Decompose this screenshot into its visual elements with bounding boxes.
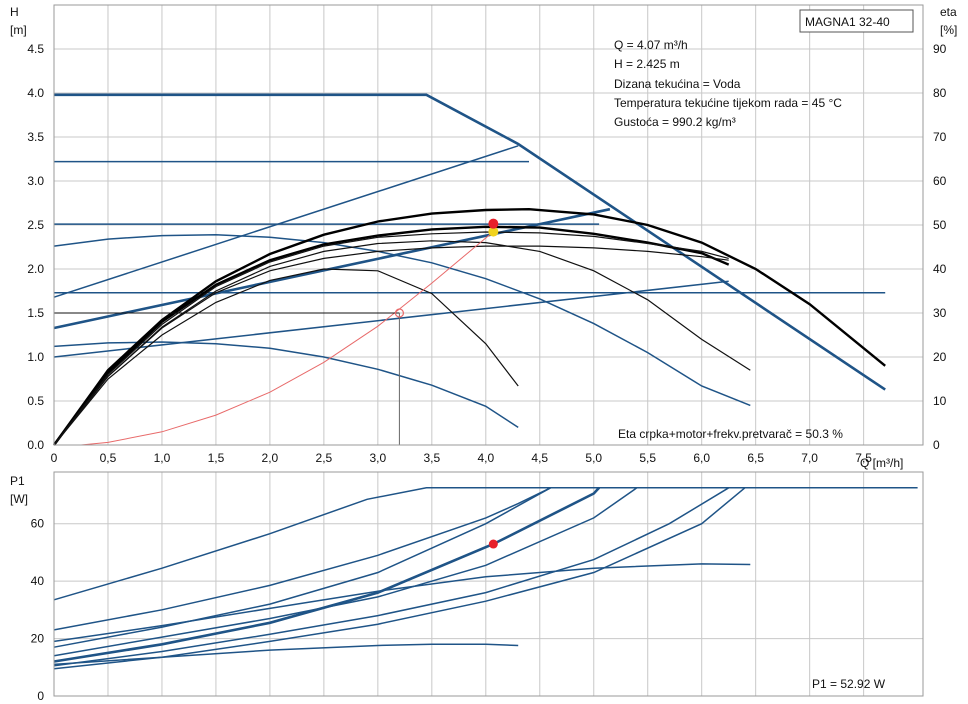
- power-curve-1: [53, 487, 551, 631]
- eta-curve-14: [53, 231, 729, 446]
- head-y-label-1: H: [10, 5, 19, 19]
- head-y-tick-label: 3.0: [27, 174, 44, 188]
- pump-label: MAGNA1 32-40: [805, 15, 890, 29]
- x-tick-label: 6,5: [747, 451, 764, 465]
- power-y-label-1: P1: [10, 474, 25, 488]
- power-text: P1 = 52.92 W: [812, 677, 886, 691]
- head-speed-curve-7: [53, 233, 751, 407]
- eta-y-label-1: eta: [940, 5, 957, 19]
- x-tick-label: 2,0: [262, 451, 279, 465]
- eta-y-tick-label: 60: [933, 174, 947, 188]
- eta-y-tick-label: 10: [933, 394, 947, 408]
- head-markers: [394, 218, 499, 318]
- efficiency-text: Eta crpka+motor+frekv.pretvarač = 50.3 %: [618, 427, 843, 441]
- power-ticks: 0 20 40 60: [31, 517, 45, 703]
- head-max-curve-0: [54, 93, 886, 391]
- head-pp-curve-6: [53, 280, 729, 358]
- power-curve-3: [53, 486, 601, 663]
- eta-y-tick-label: 90: [933, 42, 947, 56]
- head-speed-curve-8: [53, 341, 519, 429]
- eta-y-tick-label: 50: [933, 218, 947, 232]
- x-tick-label: 0,5: [100, 451, 117, 465]
- head-y-tick-label: 4.0: [27, 86, 44, 100]
- power-series: [53, 486, 918, 670]
- info-line-temperature: Temperatura tekućine tijekom rada = 45 °…: [614, 96, 842, 110]
- head-y-tick-label: 0.5: [27, 394, 44, 408]
- head-y-tick-label: 3.5: [27, 130, 44, 144]
- head-grid: [53, 5, 923, 446]
- x-tick-label: 5,5: [639, 451, 656, 465]
- eta-curve-13: [53, 268, 519, 446]
- power-curve-7: [53, 563, 751, 643]
- head-panel: 0 0,5 1,0 1,5 2,0 2,5 3,0 3,5 4,0 4,5 5,0 5,5 6,0 6,5…: [10, 4, 957, 470]
- head-y-tick-label: 2.0: [27, 262, 44, 276]
- eta-curve-11: [53, 240, 751, 446]
- head-frame: [53, 4, 924, 446]
- head-y-tick-label: 1.5: [27, 306, 44, 320]
- power-curve-2: [53, 487, 551, 648]
- power-min-curve-8: [53, 643, 519, 666]
- head-pp-curve-5: [53, 207, 611, 330]
- head-pp-curve-4: [53, 145, 519, 298]
- head-y-tick-label: 2.5: [27, 218, 44, 232]
- eta-y-tick-label: 80: [933, 86, 947, 100]
- x-tick-label: 3,0: [370, 451, 387, 465]
- x-tick-label: 7,0: [801, 451, 818, 465]
- eta-curve-9: [53, 207, 886, 446]
- power-y-tick-label: 0: [37, 689, 44, 703]
- power-frame: [53, 471, 924, 697]
- power-y-tick-label: 40: [31, 574, 45, 588]
- power-markers: [488, 539, 498, 549]
- eta-curve-12: [53, 245, 729, 446]
- power-curve-6: [53, 487, 746, 670]
- power-y-label-2: [W]: [10, 492, 28, 506]
- x-tick-label: 3,5: [423, 451, 440, 465]
- eta-y-tick-label: 30: [933, 306, 947, 320]
- eta-y-tick-label: 0: [933, 438, 940, 452]
- eta-y-tick-label: 70: [933, 130, 947, 144]
- x-tick-label: 6,0: [693, 451, 710, 465]
- power-y-tick-label: 60: [31, 517, 45, 531]
- head-y-tick-label: 0.0: [27, 438, 44, 452]
- head-y-label-2: [m]: [10, 23, 27, 37]
- power-curve-4: [53, 487, 638, 657]
- power-grid: [53, 472, 923, 697]
- system-curve-15: [80, 231, 494, 446]
- eta-y-label-2: [%]: [940, 23, 957, 37]
- x-tick-label: 4,0: [477, 451, 494, 465]
- head-y-tick-label: 1.0: [27, 350, 44, 364]
- eta-point-marker: [488, 218, 499, 229]
- info-line-flow: Q = 4.07 m³/h: [614, 38, 688, 52]
- x-tick-label: 7,5: [855, 451, 872, 465]
- x-axis-label: Q [m³/h]: [860, 456, 903, 470]
- x-tick-label: 5,0: [585, 451, 602, 465]
- power-curve-5: [53, 487, 730, 667]
- info-line-density: Gustoća = 990.2 kg/m³: [614, 115, 736, 129]
- info-line-fluid: Dizana tekućina = Voda: [614, 77, 741, 91]
- power-point-marker: [488, 539, 498, 549]
- power-max-curve-0: [53, 487, 918, 601]
- duty-point-marker: [488, 226, 499, 237]
- open-circle-marker: [394, 308, 405, 318]
- eta-curve-10: [53, 225, 730, 446]
- head-ticks: 0 0,5 1,0 1,5 2,0 2,5 3,0 3,5 4,0 4,5 5,0 5,5 6,0 6,5…: [27, 42, 946, 465]
- x-tick-label: 1,5: [208, 451, 225, 465]
- eta-y-tick-label: 20: [933, 350, 947, 364]
- x-tick-label: 4,5: [531, 451, 548, 465]
- power-y-tick-label: 20: [31, 632, 45, 646]
- eta-y-tick-label: 40: [933, 262, 947, 276]
- head-y-tick-label: 4.5: [27, 42, 44, 56]
- x-tick-label: 1,0: [154, 451, 171, 465]
- head-series: [53, 93, 886, 446]
- power-panel: 0 20 40 60 P1 [W] P1 = 52.92 W: [10, 471, 924, 703]
- pump-label-box: [799, 9, 914, 33]
- info-line-head: H = 2.425 m: [614, 57, 680, 71]
- x-tick-label: 2,5: [316, 451, 333, 465]
- x-tick-label: 0: [51, 451, 58, 465]
